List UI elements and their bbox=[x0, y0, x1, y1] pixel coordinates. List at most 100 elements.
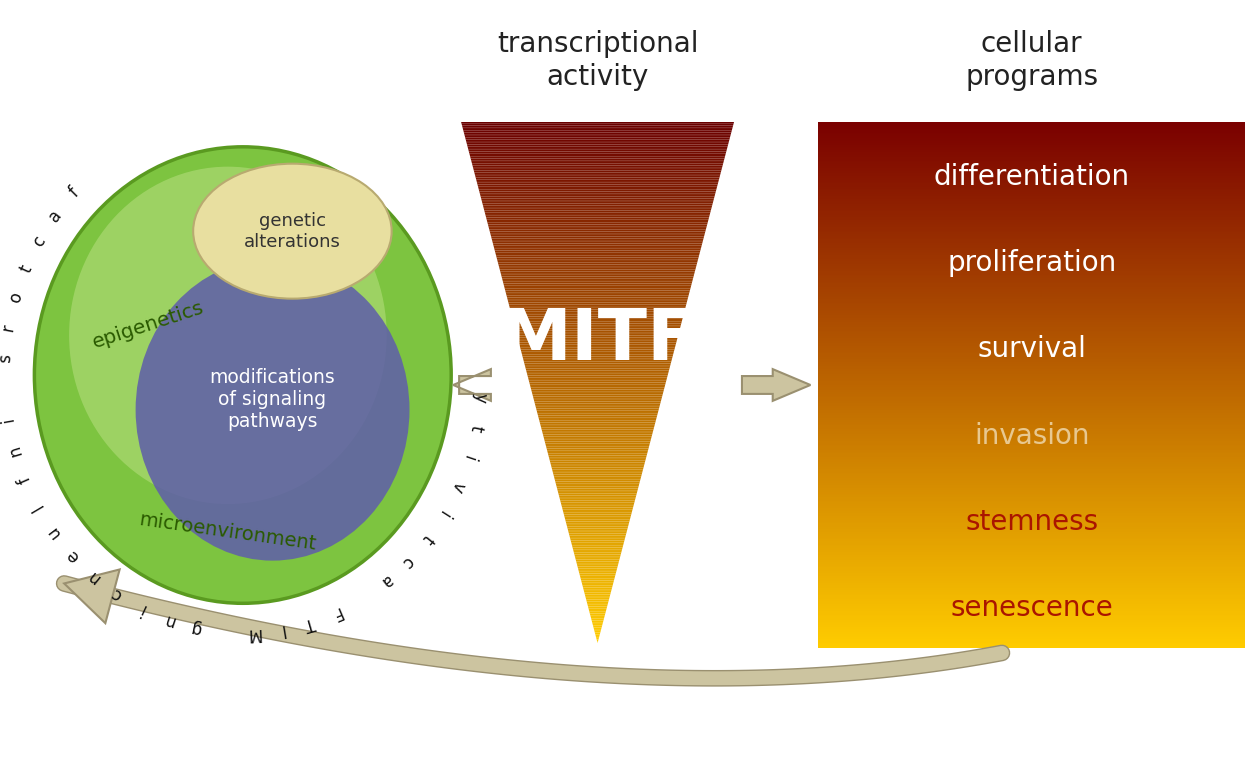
Polygon shape bbox=[570, 537, 625, 538]
Polygon shape bbox=[819, 355, 1245, 357]
Polygon shape bbox=[517, 334, 678, 336]
Polygon shape bbox=[484, 209, 711, 211]
Polygon shape bbox=[569, 534, 626, 535]
Polygon shape bbox=[819, 162, 1245, 164]
Polygon shape bbox=[819, 316, 1245, 319]
Polygon shape bbox=[486, 218, 710, 219]
Polygon shape bbox=[819, 624, 1245, 625]
Polygon shape bbox=[593, 622, 603, 624]
Polygon shape bbox=[536, 407, 659, 408]
Polygon shape bbox=[819, 568, 1245, 569]
Polygon shape bbox=[518, 339, 677, 341]
Polygon shape bbox=[499, 270, 696, 271]
Polygon shape bbox=[819, 134, 1245, 136]
Text: u: u bbox=[44, 522, 64, 542]
Polygon shape bbox=[819, 215, 1245, 217]
Polygon shape bbox=[463, 127, 732, 129]
Polygon shape bbox=[547, 449, 649, 450]
Polygon shape bbox=[470, 160, 725, 162]
Polygon shape bbox=[64, 569, 120, 624]
Polygon shape bbox=[532, 391, 663, 393]
Polygon shape bbox=[819, 564, 1245, 565]
Polygon shape bbox=[819, 578, 1245, 580]
Polygon shape bbox=[819, 150, 1245, 152]
Polygon shape bbox=[819, 481, 1245, 483]
Polygon shape bbox=[819, 571, 1245, 572]
Polygon shape bbox=[582, 586, 613, 588]
Polygon shape bbox=[819, 520, 1245, 522]
Polygon shape bbox=[498, 264, 697, 266]
Polygon shape bbox=[564, 515, 632, 516]
Text: i: i bbox=[435, 507, 453, 520]
Polygon shape bbox=[819, 555, 1245, 557]
Polygon shape bbox=[523, 362, 672, 363]
Polygon shape bbox=[594, 627, 601, 629]
Polygon shape bbox=[819, 539, 1245, 541]
Polygon shape bbox=[819, 647, 1245, 648]
Polygon shape bbox=[572, 548, 623, 549]
Polygon shape bbox=[819, 594, 1245, 595]
Polygon shape bbox=[538, 415, 657, 417]
Polygon shape bbox=[488, 226, 707, 228]
Polygon shape bbox=[587, 603, 608, 605]
Polygon shape bbox=[537, 412, 658, 414]
Polygon shape bbox=[528, 379, 667, 381]
Polygon shape bbox=[819, 383, 1245, 385]
Polygon shape bbox=[581, 579, 614, 581]
Polygon shape bbox=[819, 538, 1245, 539]
Polygon shape bbox=[474, 174, 721, 176]
Polygon shape bbox=[819, 277, 1245, 278]
Polygon shape bbox=[571, 541, 624, 542]
Text: f: f bbox=[65, 184, 83, 201]
Polygon shape bbox=[819, 180, 1245, 182]
Polygon shape bbox=[482, 202, 713, 204]
Polygon shape bbox=[819, 304, 1245, 306]
Polygon shape bbox=[517, 337, 678, 339]
Polygon shape bbox=[819, 535, 1245, 538]
Polygon shape bbox=[819, 443, 1245, 444]
Polygon shape bbox=[595, 634, 600, 636]
Polygon shape bbox=[819, 471, 1245, 473]
Polygon shape bbox=[513, 322, 682, 323]
Polygon shape bbox=[481, 195, 715, 197]
Polygon shape bbox=[577, 565, 618, 567]
Polygon shape bbox=[535, 405, 660, 407]
Polygon shape bbox=[528, 381, 667, 382]
Polygon shape bbox=[478, 185, 717, 186]
Polygon shape bbox=[819, 313, 1245, 315]
Polygon shape bbox=[819, 424, 1245, 425]
Polygon shape bbox=[493, 245, 702, 247]
Ellipse shape bbox=[136, 259, 410, 561]
Text: transcriptional
activity: transcriptional activity bbox=[497, 31, 698, 90]
Polygon shape bbox=[819, 604, 1245, 606]
Polygon shape bbox=[513, 320, 682, 322]
Polygon shape bbox=[819, 418, 1245, 420]
Polygon shape bbox=[593, 626, 603, 627]
Polygon shape bbox=[589, 608, 606, 610]
Polygon shape bbox=[571, 542, 624, 544]
Polygon shape bbox=[819, 395, 1245, 398]
Polygon shape bbox=[819, 590, 1245, 592]
Polygon shape bbox=[557, 490, 638, 492]
Polygon shape bbox=[819, 440, 1245, 441]
Polygon shape bbox=[569, 530, 628, 532]
Polygon shape bbox=[819, 229, 1245, 231]
Polygon shape bbox=[515, 327, 681, 329]
Polygon shape bbox=[819, 296, 1245, 297]
Polygon shape bbox=[576, 560, 619, 561]
Polygon shape bbox=[819, 129, 1245, 131]
Polygon shape bbox=[819, 358, 1245, 361]
Polygon shape bbox=[511, 309, 684, 311]
Polygon shape bbox=[551, 466, 644, 467]
Polygon shape bbox=[572, 545, 623, 548]
Polygon shape bbox=[819, 388, 1245, 390]
Polygon shape bbox=[819, 588, 1245, 590]
Polygon shape bbox=[819, 178, 1245, 180]
Polygon shape bbox=[819, 610, 1245, 611]
Polygon shape bbox=[819, 173, 1245, 175]
Polygon shape bbox=[482, 200, 713, 202]
Polygon shape bbox=[464, 133, 731, 134]
Polygon shape bbox=[819, 425, 1245, 427]
Polygon shape bbox=[819, 636, 1245, 637]
Polygon shape bbox=[819, 254, 1245, 255]
